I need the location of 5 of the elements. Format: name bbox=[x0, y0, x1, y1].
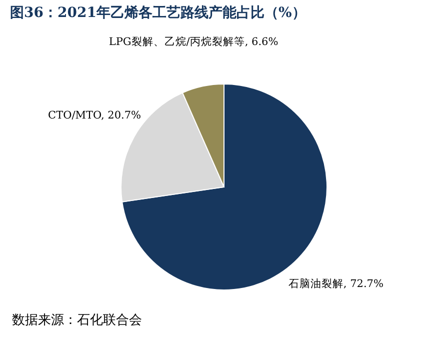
chart-title: 图36：2021年乙烯各工艺路线产能占比（%） bbox=[10, 4, 306, 21]
slice-label: 石脑油裂解, 72.7% bbox=[288, 276, 384, 290]
source-note: 数据来源：石化联合会 bbox=[12, 313, 142, 328]
slice-label: LPG裂解、乙烷/丙烷裂解等, 6.6% bbox=[108, 35, 278, 48]
slice-label: CTO/MTO, 20.7% bbox=[48, 109, 142, 122]
